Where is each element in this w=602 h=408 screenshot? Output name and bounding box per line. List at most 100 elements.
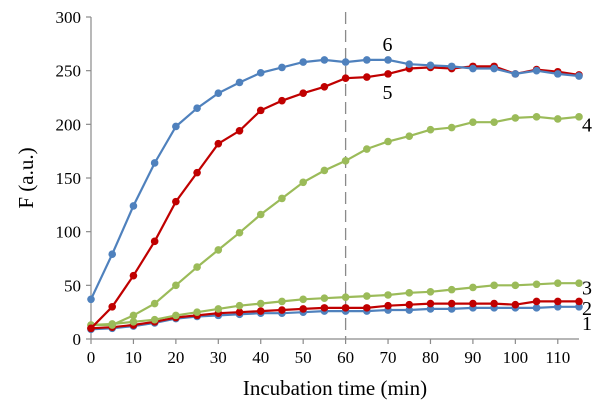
data-point (87, 324, 95, 333)
series-4 (87, 113, 583, 329)
data-point (469, 283, 477, 292)
series-2 (87, 297, 583, 333)
data-point (363, 145, 371, 153)
series-label-2: 2 (582, 298, 592, 320)
data-point (490, 299, 498, 308)
data-point (256, 69, 265, 77)
data-point (235, 308, 244, 316)
data-point (363, 304, 371, 312)
data-point (490, 64, 498, 73)
data-point (172, 311, 180, 320)
series-label-4: 4 (582, 114, 592, 136)
data-point (341, 74, 350, 82)
data-point (469, 64, 477, 73)
data-point (405, 132, 414, 140)
data-point (129, 202, 138, 210)
data-point (299, 89, 307, 98)
data-point (341, 58, 350, 66)
data-point (193, 104, 201, 113)
data-point (553, 115, 562, 123)
data-point (384, 291, 392, 299)
y-tick-label: 0 (73, 330, 82, 349)
data-point (426, 287, 435, 296)
data-point (214, 139, 223, 148)
data-point (150, 315, 159, 324)
data-point (575, 113, 583, 121)
data-point (469, 299, 477, 308)
data-point (278, 96, 286, 105)
data-point (447, 305, 456, 313)
data-point (278, 63, 286, 72)
data-point (384, 56, 392, 64)
series-line (90, 65, 580, 330)
data-point (341, 304, 350, 312)
x-tick-label: 90 (464, 348, 481, 367)
data-point (575, 297, 583, 306)
data-point (405, 289, 414, 297)
data-point (447, 62, 456, 71)
data-point (553, 279, 562, 287)
series-label-5: 5 (383, 82, 393, 104)
data-point (235, 301, 244, 310)
x-tick-label: 30 (210, 348, 227, 367)
data-point (129, 311, 138, 320)
data-point (299, 58, 307, 66)
data-point (532, 66, 541, 75)
data-point (532, 304, 541, 312)
data-point (256, 307, 265, 315)
data-point (108, 250, 117, 259)
data-point (447, 123, 456, 132)
axes: 0 50 100 150 200 250 300 0 10 20 30 40 50 60 70 80 90 100… (56, 8, 579, 367)
data-point (320, 56, 329, 64)
x-tick-label: 10 (125, 348, 142, 367)
data-point (447, 299, 456, 308)
data-point (172, 197, 180, 206)
data-point (469, 118, 477, 126)
data-point (532, 113, 541, 121)
data-point (511, 300, 520, 309)
data-point (108, 321, 117, 329)
data-point (320, 304, 329, 312)
y-axis-title: F (a.u.) (14, 147, 38, 208)
data-point (320, 294, 329, 303)
data-point (256, 299, 265, 308)
x-axis-title: Incubation time (min) (243, 376, 427, 400)
data-point (575, 279, 583, 287)
data-point (256, 210, 265, 219)
data-point (129, 271, 138, 280)
x-tick-label: 0 (87, 348, 96, 367)
data-point (341, 293, 350, 301)
data-point (363, 56, 371, 64)
series-3 (87, 279, 583, 329)
series-line (90, 300, 579, 330)
data-point (384, 70, 392, 78)
series-5 (87, 62, 583, 333)
data-point (363, 292, 371, 300)
series-label-group: 123 4 5 6 (383, 34, 592, 335)
data-point (384, 301, 392, 310)
data-point (299, 295, 307, 304)
series-line (90, 58, 580, 300)
data-point (278, 306, 286, 314)
data-point (235, 126, 244, 135)
data-point (278, 297, 286, 306)
data-point (405, 60, 414, 69)
x-tick-label: 60 (337, 348, 354, 367)
series-6 (87, 56, 583, 304)
data-point (87, 295, 95, 304)
data-point (172, 281, 180, 290)
series-group (87, 56, 583, 334)
data-point (447, 285, 456, 294)
y-tick-label: 150 (56, 169, 82, 188)
data-point (426, 305, 435, 313)
data-point (150, 159, 159, 167)
data-point (511, 70, 520, 78)
data-point (490, 118, 498, 126)
x-tick-label: 110 (545, 348, 570, 367)
series-label-6: 6 (383, 34, 393, 56)
data-point (299, 178, 307, 187)
y-tick-label: 200 (56, 115, 82, 134)
data-point (235, 78, 244, 87)
y-tick-label: 100 (56, 223, 82, 242)
